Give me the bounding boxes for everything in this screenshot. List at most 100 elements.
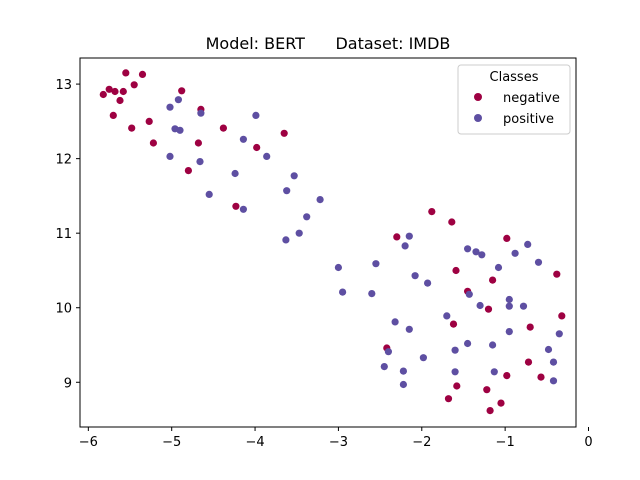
- point-negative-18: [253, 143, 261, 152]
- point-negative-23: [503, 234, 511, 242]
- point-positive-27: [372, 260, 380, 268]
- point-positive-43: [555, 330, 563, 338]
- point-positive-50: [549, 358, 558, 366]
- point-positive-8: [166, 152, 174, 160]
- point-positive-13: [205, 190, 213, 198]
- point-negative-14: [194, 139, 202, 147]
- x-axis: −6 −5 −4 −3 −2 −1 0: [79, 427, 593, 450]
- legend: Classes negative positive: [457, 64, 571, 135]
- point-positive-32: [339, 288, 347, 296]
- point-negative-10: [145, 117, 153, 125]
- point-negative-16: [219, 124, 227, 132]
- point-negative-36: [453, 382, 461, 390]
- point-positive-24: [478, 251, 486, 259]
- y-tick-label: 13: [55, 78, 72, 93]
- point-positive-17: [295, 229, 303, 237]
- x-tick-label: −5: [162, 435, 181, 450]
- point-positive-31: [424, 279, 432, 287]
- point-positive-48: [544, 345, 553, 354]
- point-positive-39: [443, 312, 451, 320]
- point-positive-44: [464, 339, 472, 348]
- point-negative-38: [444, 395, 453, 403]
- x-tick-label: −4: [245, 435, 264, 450]
- point-positive-12: [283, 187, 291, 195]
- point-positive-23: [472, 248, 480, 256]
- point-negative-26: [489, 276, 497, 284]
- point-positive-40: [391, 318, 399, 326]
- point-positive-45: [489, 341, 497, 349]
- point-positive-33: [368, 290, 376, 298]
- point-positive-19: [405, 232, 413, 240]
- point-positive-41: [405, 325, 413, 333]
- point-positive-55: [399, 380, 407, 389]
- point-negative-28: [484, 305, 493, 313]
- point-positive-10: [290, 172, 298, 180]
- point-positive-1: [166, 103, 174, 111]
- point-negative-7: [138, 70, 147, 78]
- legend-box: [457, 64, 571, 135]
- point-positive-6: [239, 135, 247, 143]
- point-positive-0: [174, 96, 182, 104]
- point-negative-8: [109, 111, 117, 119]
- y-axis: 9 10 11 12 13: [55, 78, 80, 391]
- point-positive-37: [505, 302, 513, 310]
- plot-frame: [79, 57, 577, 428]
- point-positive-53: [451, 368, 459, 376]
- point-negative-15: [184, 167, 192, 175]
- point-positive-47: [384, 348, 392, 356]
- point-negative-39: [497, 399, 505, 407]
- legend-marker-negative: [474, 93, 482, 101]
- point-positive-28: [494, 263, 503, 272]
- point-negative-0: [99, 90, 107, 99]
- x-tick-label: −3: [329, 435, 348, 450]
- point-positive-36: [476, 301, 484, 310]
- point-positive-15: [239, 205, 247, 213]
- legend-marker-positive: [474, 114, 482, 122]
- point-negative-1: [105, 85, 113, 93]
- point-positive-22: [464, 245, 472, 253]
- data-points: [99, 69, 566, 415]
- point-negative-37: [483, 386, 491, 394]
- point-negative-20: [428, 208, 436, 216]
- point-positive-20: [401, 242, 409, 250]
- point-negative-9: [128, 124, 136, 132]
- point-negative-21: [448, 218, 456, 226]
- point-negative-29: [558, 312, 566, 320]
- point-positive-38: [519, 302, 528, 310]
- x-tick-label: −1: [496, 435, 515, 450]
- point-negative-31: [526, 323, 534, 331]
- point-negative-2: [111, 87, 119, 96]
- x-tick-label: −2: [412, 435, 431, 450]
- point-positive-16: [303, 213, 311, 221]
- point-positive-14: [316, 196, 324, 204]
- point-positive-35: [505, 295, 513, 304]
- point-negative-30: [449, 320, 458, 328]
- point-positive-9: [196, 158, 204, 166]
- point-positive-34: [465, 290, 473, 298]
- point-negative-6: [130, 81, 138, 89]
- point-negative-25: [553, 270, 561, 278]
- point-positive-49: [419, 354, 427, 362]
- point-positive-2: [197, 109, 205, 117]
- point-negative-3: [116, 96, 124, 105]
- y-tick-label: 10: [55, 302, 72, 317]
- point-positive-25: [511, 249, 519, 257]
- point-negative-19: [280, 129, 288, 137]
- point-positive-56: [549, 377, 558, 385]
- legend-title: Classes: [490, 70, 539, 85]
- point-positive-3: [252, 111, 260, 119]
- y-tick-label: 12: [55, 153, 72, 168]
- point-negative-12: [178, 87, 186, 95]
- legend-label-positive: positive: [503, 112, 554, 127]
- point-negative-11: [149, 139, 157, 147]
- point-positive-51: [380, 363, 388, 371]
- point-positive-30: [411, 272, 419, 280]
- legend-label-negative: negative: [503, 91, 560, 106]
- point-positive-7: [263, 152, 271, 160]
- y-tick-label: 9: [64, 376, 72, 391]
- chart-title: Model: BERT Dataset: IMDB: [206, 34, 451, 53]
- point-positive-52: [399, 367, 407, 375]
- point-positive-11: [231, 169, 239, 178]
- point-positive-54: [490, 368, 498, 376]
